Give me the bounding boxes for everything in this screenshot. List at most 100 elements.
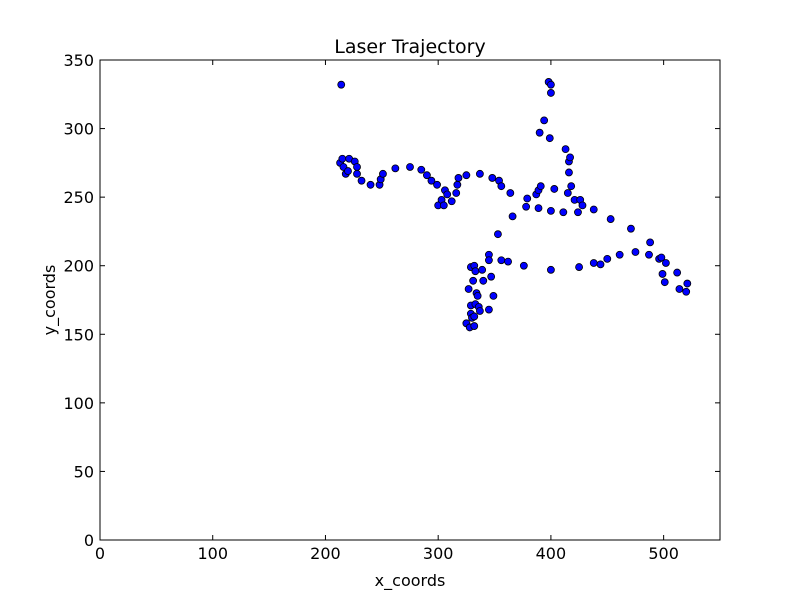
data-point xyxy=(447,197,456,206)
data-point xyxy=(627,224,635,233)
y-axis-label: y_coords xyxy=(40,265,60,336)
data-point xyxy=(540,116,549,125)
data-point xyxy=(488,174,497,182)
data-point xyxy=(427,176,436,185)
data-point xyxy=(423,171,431,180)
data-point xyxy=(338,154,347,163)
data-point xyxy=(563,189,572,197)
data-point xyxy=(497,256,506,265)
x-tick-label: 100 xyxy=(197,544,228,563)
data-point xyxy=(391,164,400,173)
data-point xyxy=(504,257,512,266)
data-point xyxy=(658,270,667,278)
y-tick-label: 300 xyxy=(63,120,94,139)
y-tick-label: 350 xyxy=(63,51,94,70)
data-point xyxy=(547,89,555,97)
y-tick-label: 100 xyxy=(63,394,94,413)
y-tick-label: 250 xyxy=(63,188,94,207)
data-point xyxy=(344,167,352,175)
data-point xyxy=(545,134,554,143)
data-point xyxy=(673,268,682,277)
y-tick-label: 0 xyxy=(84,531,94,550)
data-point xyxy=(452,189,461,197)
data-point xyxy=(470,312,479,321)
data-point xyxy=(578,201,587,210)
data-point xyxy=(475,307,484,315)
data-point xyxy=(469,276,478,285)
x-tick-label: 500 xyxy=(648,544,679,563)
data-point xyxy=(475,169,484,178)
data-point xyxy=(470,322,479,330)
data-point xyxy=(534,204,543,213)
data-point xyxy=(454,174,463,182)
data-point xyxy=(487,272,496,281)
data-point xyxy=(661,259,670,267)
data-point xyxy=(489,291,498,300)
data-point xyxy=(589,259,598,267)
data-point xyxy=(478,265,487,274)
data-point xyxy=(479,276,488,285)
data-point xyxy=(683,279,692,288)
data-point xyxy=(379,169,387,178)
data-point xyxy=(519,261,528,270)
data-point xyxy=(547,265,555,274)
x-tick-label: 200 xyxy=(310,544,341,563)
data-point xyxy=(473,291,482,300)
data-point xyxy=(575,263,583,271)
data-point xyxy=(471,267,480,276)
data-point xyxy=(566,153,574,162)
chart-title: Laser Trajectory xyxy=(334,36,485,58)
data-points xyxy=(336,78,692,332)
data-point xyxy=(462,171,471,180)
data-point xyxy=(547,80,555,89)
data-point xyxy=(453,180,462,189)
data-point xyxy=(433,180,441,189)
data-point xyxy=(574,208,582,217)
data-point xyxy=(506,189,515,197)
data-point xyxy=(657,253,666,262)
data-point xyxy=(485,305,493,314)
data-point xyxy=(561,145,570,154)
data-point xyxy=(603,254,612,263)
data-point xyxy=(357,176,366,185)
x-tick-label: 300 xyxy=(423,544,454,563)
data-point xyxy=(464,285,473,293)
data-point xyxy=(406,163,414,171)
data-point xyxy=(366,180,375,189)
data-point xyxy=(559,208,568,217)
data-point xyxy=(523,194,532,203)
x-tick-label: 400 xyxy=(536,544,567,563)
data-point xyxy=(535,128,544,137)
data-point xyxy=(675,285,684,293)
data-point xyxy=(646,238,655,247)
data-point xyxy=(522,202,531,211)
plot-background xyxy=(100,60,720,540)
x-axis-label: x_coords xyxy=(375,571,446,591)
data-point xyxy=(536,182,545,191)
data-point xyxy=(596,260,605,269)
data-point xyxy=(547,206,555,215)
data-point xyxy=(645,250,653,259)
data-point xyxy=(606,215,615,223)
data-point xyxy=(443,190,452,199)
data-point xyxy=(485,256,493,265)
data-point xyxy=(631,248,640,256)
data-point xyxy=(353,163,361,171)
data-point xyxy=(494,230,502,239)
data-point xyxy=(565,168,573,177)
data-point xyxy=(660,278,669,287)
axis-tick-labels: 0 100 200 300 400 500 0 50 100 150 200 250 300 350 xyxy=(63,51,678,563)
data-point xyxy=(567,182,576,191)
data-point xyxy=(589,205,598,214)
data-point xyxy=(417,165,426,174)
x-tick-label: 0 xyxy=(95,544,105,563)
plot-frame xyxy=(99,59,721,541)
data-point xyxy=(682,287,691,296)
data-point xyxy=(497,182,506,191)
data-point xyxy=(508,212,517,221)
data-point xyxy=(439,201,448,210)
data-point xyxy=(550,185,559,193)
data-point xyxy=(615,250,624,259)
y-tick-label: 150 xyxy=(63,325,94,344)
